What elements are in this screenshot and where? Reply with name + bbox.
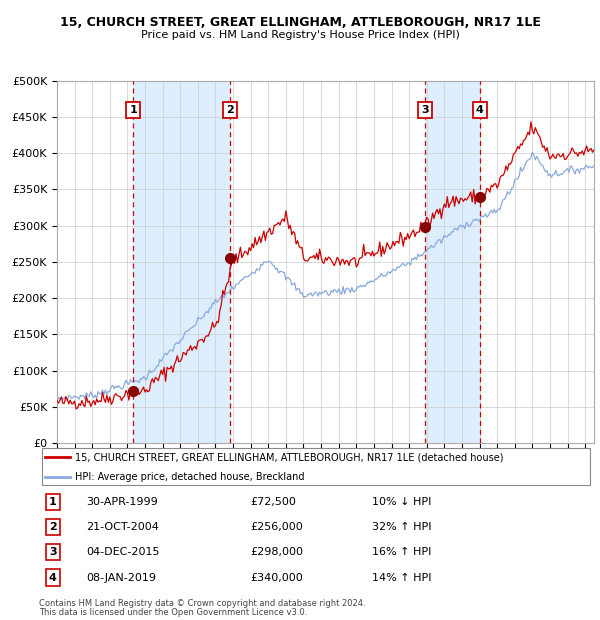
- FancyBboxPatch shape: [42, 448, 590, 485]
- Text: 2: 2: [226, 105, 233, 115]
- Text: 08-JAN-2019: 08-JAN-2019: [86, 573, 156, 583]
- Bar: [425, 81, 480, 443]
- Text: Contains HM Land Registry data © Crown copyright and database right 2024.: Contains HM Land Registry data © Crown c…: [39, 600, 365, 608]
- Text: 15, CHURCH STREET, GREAT ELLINGHAM, ATTLEBOROUGH, NR17 1LE: 15, CHURCH STREET, GREAT ELLINGHAM, ATTL…: [59, 17, 541, 29]
- Text: 3: 3: [422, 105, 429, 115]
- Text: 14% ↑ HPI: 14% ↑ HPI: [372, 573, 431, 583]
- Text: 15, CHURCH STREET, GREAT ELLINGHAM, ATTLEBOROUGH, NR17 1LE (detached house): 15, CHURCH STREET, GREAT ELLINGHAM, ATTL…: [75, 452, 503, 463]
- Bar: [133, 81, 230, 443]
- Text: 3: 3: [49, 547, 56, 557]
- Text: £72,500: £72,500: [250, 497, 296, 507]
- Text: 1: 1: [130, 105, 137, 115]
- Text: 32% ↑ HPI: 32% ↑ HPI: [372, 522, 431, 532]
- Text: This data is licensed under the Open Government Licence v3.0.: This data is licensed under the Open Gov…: [39, 608, 307, 617]
- Text: Price paid vs. HM Land Registry's House Price Index (HPI): Price paid vs. HM Land Registry's House …: [140, 30, 460, 40]
- Text: 4: 4: [49, 573, 57, 583]
- Text: HPI: Average price, detached house, Breckland: HPI: Average price, detached house, Brec…: [75, 472, 305, 482]
- Text: 21-OCT-2004: 21-OCT-2004: [86, 522, 159, 532]
- Text: 16% ↑ HPI: 16% ↑ HPI: [372, 547, 431, 557]
- Text: 10% ↓ HPI: 10% ↓ HPI: [372, 497, 431, 507]
- Text: £298,000: £298,000: [250, 547, 303, 557]
- Text: 2: 2: [49, 522, 57, 532]
- Text: 04-DEC-2015: 04-DEC-2015: [86, 547, 160, 557]
- Text: 1: 1: [49, 497, 57, 507]
- Text: 30-APR-1999: 30-APR-1999: [86, 497, 158, 507]
- Text: £340,000: £340,000: [250, 573, 302, 583]
- Text: £256,000: £256,000: [250, 522, 302, 532]
- Text: 4: 4: [476, 105, 484, 115]
